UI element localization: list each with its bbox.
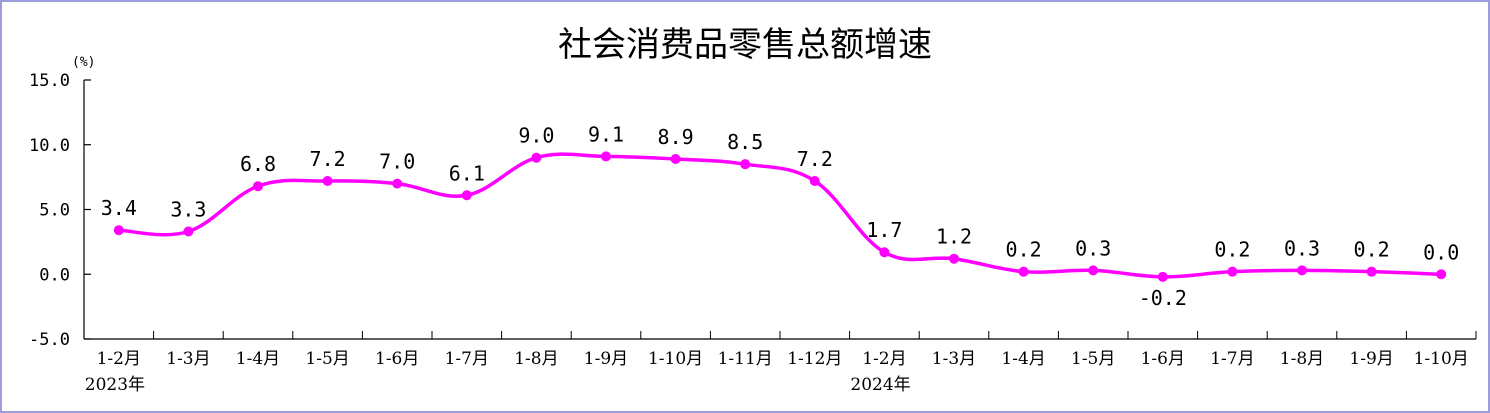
data-label: 0.2 bbox=[1354, 238, 1390, 262]
x-tick-label: 1-10月 bbox=[648, 349, 703, 369]
data-label: 8.9 bbox=[658, 125, 694, 149]
data-label: 0.3 bbox=[1075, 236, 1111, 260]
data-label: 7.0 bbox=[379, 150, 415, 174]
axes bbox=[83, 80, 1476, 340]
data-label: 0.3 bbox=[1284, 236, 1320, 260]
y-tick-label: 5.0 bbox=[39, 201, 70, 221]
data-label: 3.4 bbox=[101, 196, 137, 220]
x-tick-label: 1-4月 bbox=[1001, 349, 1045, 369]
y-axis-unit: (%) bbox=[72, 55, 95, 70]
data-point bbox=[113, 225, 124, 236]
data-label: 0.2 bbox=[1214, 238, 1250, 262]
data-point bbox=[1227, 266, 1238, 277]
data-point bbox=[183, 226, 194, 237]
series-layer bbox=[113, 151, 1447, 282]
data-label: 9.1 bbox=[588, 122, 624, 146]
x-tick-label: 1-11月 bbox=[718, 349, 773, 369]
x-tick-label: 1-7月 bbox=[445, 349, 489, 369]
data-label: 0.2 bbox=[1006, 238, 1042, 262]
data-label: 3.3 bbox=[170, 198, 206, 222]
data-point bbox=[1157, 271, 1168, 282]
data-label: 6.1 bbox=[449, 161, 485, 185]
x-tick-label: 1-5月 bbox=[305, 349, 349, 369]
x-tick-label: 1-8月 bbox=[1280, 349, 1324, 369]
data-labels: 3.4 3.3 6.8 7.2 7.0 6.1 9.0 9.1 8.9 8.5 7.2 1.7 1.2 0… bbox=[101, 122, 1460, 309]
x-tick-label: 1-8月 bbox=[514, 349, 558, 369]
x-tick-label: 1-3月 bbox=[166, 349, 210, 369]
data-label: 7.2 bbox=[797, 147, 833, 171]
y-tick-label: -5.0 bbox=[29, 330, 70, 350]
chart-title: 社会消费品零售总额增速 bbox=[558, 25, 932, 65]
data-point bbox=[461, 190, 472, 201]
data-label: 1.7 bbox=[866, 218, 902, 242]
data-point bbox=[1436, 269, 1447, 280]
data-label: 8.5 bbox=[727, 130, 763, 154]
data-label: 1.2 bbox=[936, 225, 972, 249]
x-tick-label: 1-9月 bbox=[1349, 349, 1393, 369]
data-point bbox=[322, 176, 333, 187]
x-tick-label: 1-10月 bbox=[1414, 349, 1469, 369]
x-categories: 1-2月 1-3月 1-4月 1-5月 1-6月 1-7月 1-8月 1-9月 1-10月 1-1… bbox=[83, 331, 1477, 395]
data-label: 7.2 bbox=[310, 147, 346, 171]
x-tick-label: 1-5月 bbox=[1071, 349, 1115, 369]
data-point bbox=[601, 151, 611, 162]
y-tick-label: 0.0 bbox=[39, 265, 70, 285]
data-point bbox=[531, 152, 542, 163]
x-tick-label: 1-2月 bbox=[862, 349, 906, 369]
data-point bbox=[1297, 265, 1307, 276]
data-point bbox=[392, 178, 403, 189]
data-label: 6.8 bbox=[240, 152, 276, 176]
data-label: 9.0 bbox=[518, 124, 554, 148]
data-point bbox=[670, 153, 681, 164]
data-label: 0.0 bbox=[1423, 240, 1459, 264]
x-tick-label: 1-3月 bbox=[932, 349, 976, 369]
data-point bbox=[1366, 266, 1377, 277]
x-tick-label: 1-6月 bbox=[375, 349, 419, 369]
x-tick-label: 1-4月 bbox=[236, 349, 280, 369]
data-label: -0.2 bbox=[1139, 286, 1187, 310]
year-label: 2024年 bbox=[850, 375, 910, 395]
data-point bbox=[253, 181, 263, 192]
x-tick-label: 1-12月 bbox=[787, 349, 842, 369]
data-point bbox=[879, 247, 890, 258]
year-label: 2023年 bbox=[85, 375, 145, 395]
x-tick-label: 1-9月 bbox=[584, 349, 628, 369]
data-point bbox=[740, 159, 751, 170]
y-tick-label: 15.0 bbox=[29, 71, 70, 91]
y-ticks: 15.0 10.0 5.0 0.0 -5.0 bbox=[29, 71, 91, 350]
x-tick-label: 1-7月 bbox=[1210, 349, 1254, 369]
data-point bbox=[949, 253, 959, 264]
y-tick-label: 10.0 bbox=[29, 136, 70, 156]
x-tick-label: 1-2月 bbox=[97, 349, 141, 369]
data-point bbox=[1088, 265, 1099, 276]
data-point bbox=[809, 176, 820, 187]
x-tick-label: 1-6月 bbox=[1141, 349, 1185, 369]
data-point bbox=[1018, 266, 1029, 277]
